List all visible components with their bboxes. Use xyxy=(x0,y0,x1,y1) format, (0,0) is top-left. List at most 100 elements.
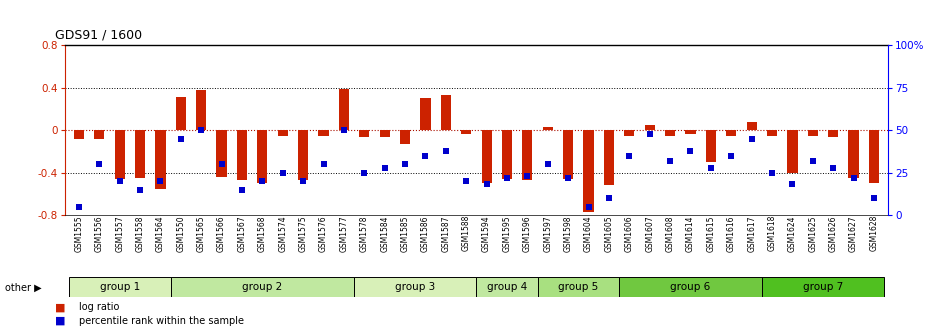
Bar xyxy=(848,130,859,178)
Text: GSM1555: GSM1555 xyxy=(74,215,84,252)
Point xyxy=(826,165,841,170)
Bar xyxy=(359,130,370,136)
Text: GSM1608: GSM1608 xyxy=(666,215,674,252)
Bar xyxy=(542,127,553,130)
Text: GSM1627: GSM1627 xyxy=(849,215,858,252)
Text: GSM1584: GSM1584 xyxy=(380,215,389,252)
Bar xyxy=(176,97,186,130)
Bar xyxy=(604,130,614,185)
Text: GSM1577: GSM1577 xyxy=(339,215,349,252)
Bar xyxy=(217,130,227,177)
Text: GSM1565: GSM1565 xyxy=(197,215,206,252)
Bar xyxy=(380,130,389,136)
Bar xyxy=(502,130,512,179)
Text: group 3: group 3 xyxy=(395,282,435,292)
Text: group 4: group 4 xyxy=(487,282,527,292)
Bar xyxy=(461,130,471,134)
Text: GSM1607: GSM1607 xyxy=(645,215,655,252)
Bar xyxy=(665,130,675,135)
Bar xyxy=(706,130,716,162)
Text: GSM1597: GSM1597 xyxy=(543,215,552,252)
Text: GSM1585: GSM1585 xyxy=(401,215,409,252)
Bar xyxy=(68,277,171,297)
Text: GSM1566: GSM1566 xyxy=(218,215,226,252)
Text: group 7: group 7 xyxy=(803,282,844,292)
Text: GSM1567: GSM1567 xyxy=(238,215,246,252)
Bar xyxy=(583,130,594,212)
Point xyxy=(662,158,677,163)
Bar xyxy=(522,130,533,180)
Point xyxy=(194,127,209,133)
Text: other ▶: other ▶ xyxy=(5,282,42,292)
Point xyxy=(500,175,515,180)
Point xyxy=(642,131,657,136)
Bar xyxy=(476,277,538,297)
Point xyxy=(438,148,453,153)
Point xyxy=(601,196,617,201)
Text: group 2: group 2 xyxy=(242,282,282,292)
Point xyxy=(295,178,311,184)
Bar xyxy=(277,130,288,135)
Bar xyxy=(171,277,354,297)
Text: GSM1575: GSM1575 xyxy=(298,215,308,252)
Point xyxy=(91,162,106,167)
Text: GSM1616: GSM1616 xyxy=(727,215,735,252)
Point xyxy=(214,162,229,167)
Bar xyxy=(74,130,84,139)
Point xyxy=(173,136,188,141)
Point xyxy=(132,187,147,192)
Point xyxy=(703,165,718,170)
Bar xyxy=(339,89,349,130)
Point xyxy=(560,175,576,180)
Text: GSM1558: GSM1558 xyxy=(136,215,144,252)
Bar xyxy=(400,130,410,144)
Bar xyxy=(298,130,308,180)
Text: GSM1594: GSM1594 xyxy=(482,215,491,252)
Bar xyxy=(828,130,838,136)
Point xyxy=(255,178,270,184)
Bar xyxy=(115,130,124,179)
Bar xyxy=(237,130,247,180)
Text: percentile rank within the sample: percentile rank within the sample xyxy=(79,316,244,326)
Point xyxy=(356,170,371,175)
Point xyxy=(316,162,332,167)
Point xyxy=(418,153,433,158)
Point xyxy=(765,170,780,175)
Bar xyxy=(767,130,777,135)
Point xyxy=(581,204,597,209)
Text: GSM1598: GSM1598 xyxy=(563,215,573,252)
Text: ■: ■ xyxy=(55,316,66,326)
Point xyxy=(541,162,556,167)
Text: GSM1550: GSM1550 xyxy=(177,215,185,252)
Bar xyxy=(135,130,145,178)
Bar xyxy=(441,95,451,130)
Point xyxy=(479,182,494,187)
Text: group 5: group 5 xyxy=(559,282,598,292)
Point xyxy=(235,187,250,192)
Point xyxy=(336,127,351,133)
Point xyxy=(276,170,291,175)
Bar xyxy=(538,277,619,297)
Text: ■: ■ xyxy=(55,302,66,312)
Point xyxy=(377,165,392,170)
Text: GSM1604: GSM1604 xyxy=(584,215,593,252)
Point xyxy=(866,196,882,201)
Text: GSM1628: GSM1628 xyxy=(869,215,879,251)
Text: GSM1556: GSM1556 xyxy=(95,215,104,252)
Text: GDS91 / 1600: GDS91 / 1600 xyxy=(55,29,142,42)
Point xyxy=(621,153,637,158)
Bar xyxy=(563,130,573,179)
Text: GSM1605: GSM1605 xyxy=(604,215,614,252)
Text: GSM1625: GSM1625 xyxy=(808,215,817,252)
Bar xyxy=(257,130,268,183)
Point xyxy=(846,175,862,180)
Text: GSM1617: GSM1617 xyxy=(747,215,756,252)
Point xyxy=(459,178,474,184)
Text: group 1: group 1 xyxy=(100,282,140,292)
Bar xyxy=(685,130,695,134)
Text: GSM1596: GSM1596 xyxy=(522,215,532,252)
Bar xyxy=(624,130,635,135)
Point xyxy=(112,178,127,184)
Point xyxy=(520,173,535,179)
Point xyxy=(71,204,86,209)
